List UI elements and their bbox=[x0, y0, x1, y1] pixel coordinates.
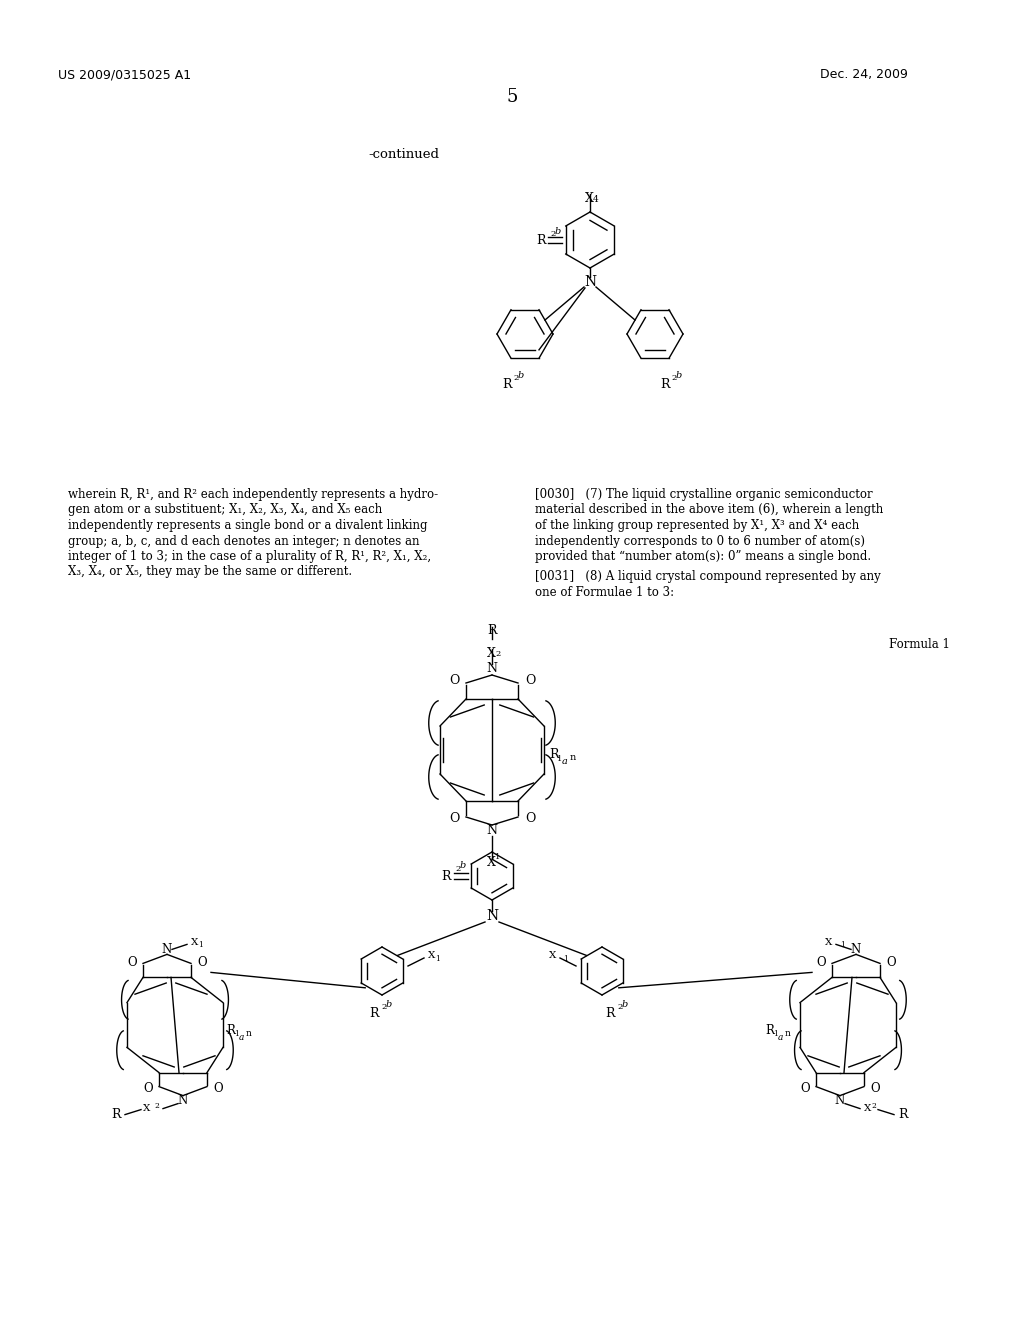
Text: N: N bbox=[835, 1094, 845, 1107]
Text: b: b bbox=[386, 1001, 392, 1008]
Text: O: O bbox=[449, 675, 459, 688]
Text: 1: 1 bbox=[198, 941, 203, 949]
Text: a: a bbox=[239, 1032, 245, 1041]
Text: b: b bbox=[676, 371, 682, 380]
Text: X₃, X₄, or X₅, they may be the same or different.: X₃, X₄, or X₅, they may be the same or d… bbox=[68, 565, 352, 578]
Text: 1: 1 bbox=[773, 1030, 778, 1038]
Text: N: N bbox=[584, 275, 596, 289]
Text: 1: 1 bbox=[234, 1030, 239, 1038]
Text: of the linking group represented by X¹, X³ and X⁴ each: of the linking group represented by X¹, … bbox=[535, 519, 859, 532]
Text: 5: 5 bbox=[506, 88, 518, 106]
Text: O: O bbox=[127, 956, 137, 969]
Text: gen atom or a substituent; X₁, X₂, X₃, X₄, and X₅ each: gen atom or a substituent; X₁, X₂, X₃, X… bbox=[68, 503, 382, 516]
Text: 2: 2 bbox=[550, 230, 556, 238]
Text: US 2009/0315025 A1: US 2009/0315025 A1 bbox=[58, 69, 191, 81]
Text: R: R bbox=[112, 1107, 121, 1121]
Text: n: n bbox=[570, 754, 577, 763]
Text: R: R bbox=[660, 378, 670, 391]
Text: provided that “number atom(s): 0” means a single bond.: provided that “number atom(s): 0” means … bbox=[535, 550, 871, 564]
Text: group; a, b, c, and d each denotes an integer; n denotes an: group; a, b, c, and d each denotes an in… bbox=[68, 535, 420, 548]
Text: O: O bbox=[870, 1082, 880, 1096]
Text: n: n bbox=[246, 1028, 252, 1038]
Text: a: a bbox=[778, 1032, 783, 1041]
Text: X: X bbox=[143, 1104, 151, 1113]
Text: R: R bbox=[502, 378, 512, 391]
Text: N: N bbox=[178, 1094, 188, 1107]
Text: 2: 2 bbox=[513, 374, 518, 381]
Text: b: b bbox=[622, 1001, 628, 1008]
Text: X: X bbox=[864, 1104, 871, 1113]
Text: R: R bbox=[370, 1007, 379, 1020]
Text: X: X bbox=[824, 939, 831, 946]
Text: [0031]   (8) A liquid crystal compound represented by any: [0031] (8) A liquid crystal compound rep… bbox=[535, 570, 881, 583]
Text: R: R bbox=[898, 1107, 907, 1121]
Text: O: O bbox=[213, 1082, 223, 1096]
Text: N: N bbox=[162, 942, 172, 956]
Text: X: X bbox=[191, 939, 199, 946]
Text: integer of 1 to 3; in the case of a plurality of R, R¹, R², X₁, X₂,: integer of 1 to 3; in the case of a plur… bbox=[68, 550, 431, 564]
Text: 1: 1 bbox=[557, 755, 562, 763]
Text: R: R bbox=[549, 748, 558, 762]
Text: O: O bbox=[800, 1082, 810, 1096]
Text: wherein R, R¹, and R² each independently represents a hydro-: wherein R, R¹, and R² each independently… bbox=[68, 488, 438, 502]
Text: O: O bbox=[525, 813, 536, 825]
Text: b: b bbox=[518, 371, 524, 380]
Text: independently corresponds to 0 to 6 number of atom(s): independently corresponds to 0 to 6 numb… bbox=[535, 535, 865, 548]
Text: O: O bbox=[816, 956, 825, 969]
Text: -continued: -continued bbox=[368, 148, 439, 161]
Text: X: X bbox=[486, 855, 496, 869]
Text: Dec. 24, 2009: Dec. 24, 2009 bbox=[820, 69, 908, 81]
Text: 1: 1 bbox=[840, 941, 845, 949]
Text: N: N bbox=[486, 909, 498, 923]
Text: R: R bbox=[605, 1007, 614, 1020]
Text: b: b bbox=[555, 227, 561, 235]
Text: O: O bbox=[449, 813, 459, 825]
Text: N: N bbox=[486, 825, 498, 837]
Text: X: X bbox=[428, 952, 435, 961]
Text: 4: 4 bbox=[593, 195, 599, 205]
Text: a: a bbox=[562, 758, 568, 767]
Text: 2: 2 bbox=[154, 1102, 159, 1110]
Text: 2: 2 bbox=[672, 374, 677, 381]
Text: R: R bbox=[537, 234, 546, 247]
Text: b: b bbox=[460, 862, 466, 870]
Text: 1: 1 bbox=[435, 954, 440, 964]
Text: N: N bbox=[486, 663, 498, 676]
Text: Formula 1: Formula 1 bbox=[889, 638, 950, 651]
Text: 2: 2 bbox=[381, 1003, 387, 1011]
Text: [0030]   (7) The liquid crystalline organic semiconductor: [0030] (7) The liquid crystalline organi… bbox=[535, 488, 872, 502]
Text: 2: 2 bbox=[871, 1102, 876, 1110]
Text: O: O bbox=[198, 956, 207, 969]
Text: 2: 2 bbox=[456, 865, 461, 873]
Text: R: R bbox=[765, 1023, 774, 1036]
Text: R: R bbox=[226, 1023, 234, 1036]
Text: R: R bbox=[441, 870, 451, 883]
Text: O: O bbox=[886, 956, 896, 969]
Text: N: N bbox=[851, 942, 861, 956]
Text: one of Formulae 1 to 3:: one of Formulae 1 to 3: bbox=[535, 586, 674, 598]
Text: X: X bbox=[486, 647, 496, 660]
Text: X: X bbox=[585, 191, 594, 205]
Text: O: O bbox=[143, 1082, 153, 1096]
Text: n: n bbox=[785, 1028, 791, 1038]
Text: independently represents a single bond or a divalent linking: independently represents a single bond o… bbox=[68, 519, 427, 532]
Text: O: O bbox=[525, 675, 536, 688]
Text: R: R bbox=[487, 624, 497, 638]
Text: material described in the above item (6), wherein a length: material described in the above item (6)… bbox=[535, 503, 884, 516]
Text: 1: 1 bbox=[496, 853, 501, 861]
Text: 2: 2 bbox=[617, 1003, 623, 1011]
Text: 1: 1 bbox=[563, 954, 568, 964]
Text: X: X bbox=[549, 952, 556, 961]
Text: 2: 2 bbox=[496, 649, 501, 657]
